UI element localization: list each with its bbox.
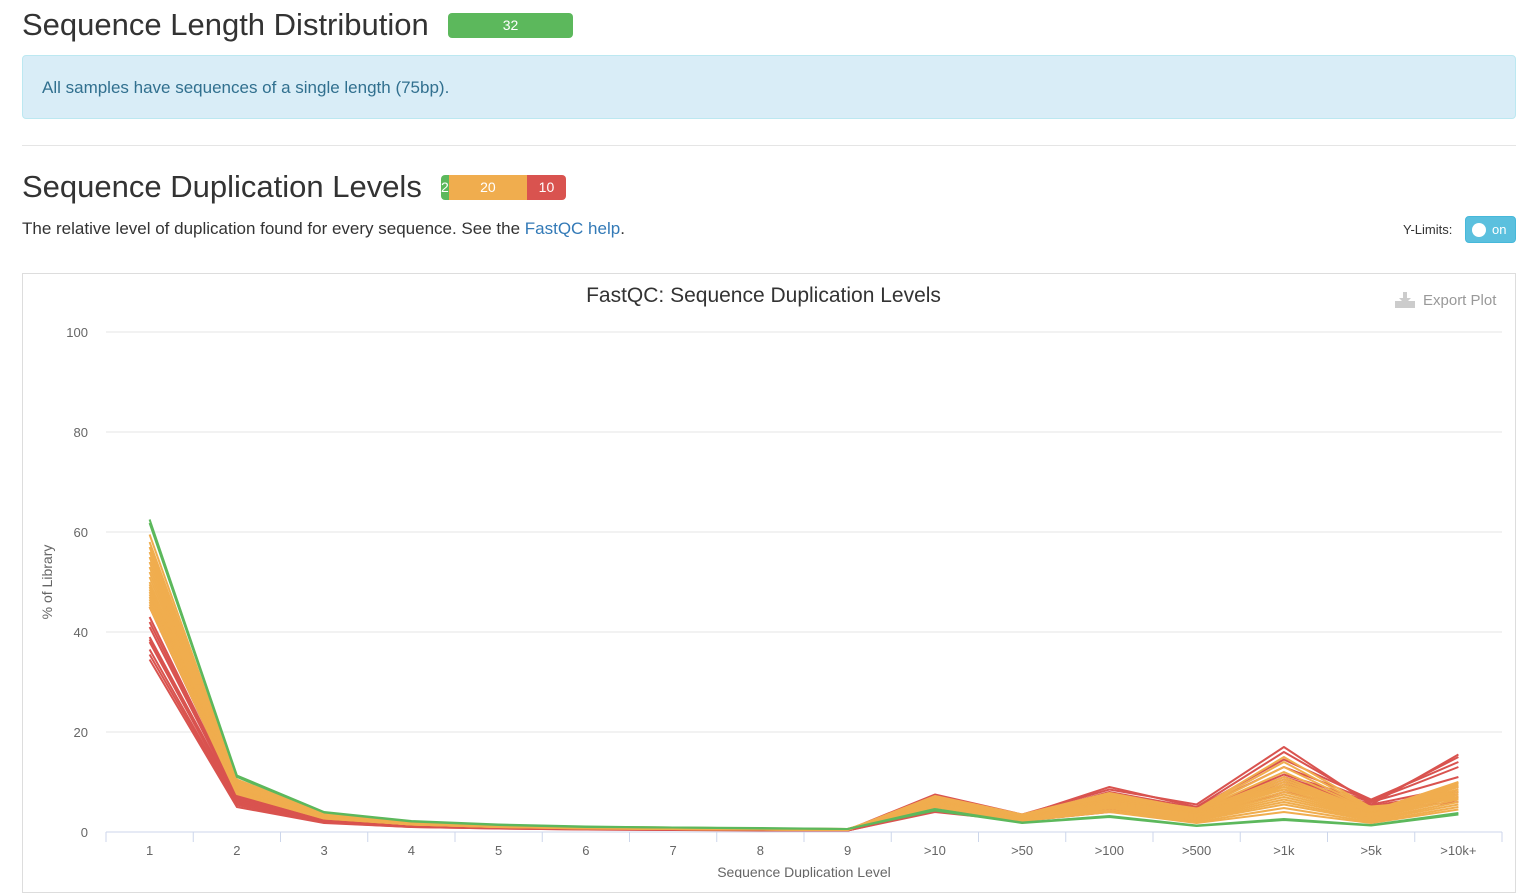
x-tick-label: 4 (408, 843, 415, 858)
x-tick-label: >100 (1095, 843, 1124, 858)
length-status-bar[interactable]: 32 (448, 13, 573, 38)
length-status-segment-0[interactable]: 32 (448, 13, 573, 38)
x-tick-label: 2 (233, 843, 240, 858)
series-line-fail-26 (148, 636, 1459, 831)
y-tick-label: 60 (74, 525, 88, 540)
y-tick-label: 40 (74, 625, 88, 640)
toggle-knob (1472, 222, 1486, 237)
section-title-duplication-levels: Sequence Duplication Levels (22, 169, 422, 204)
x-tick-label: >50 (1011, 843, 1033, 858)
fastqc-help-link[interactable]: FastQC help (524, 219, 621, 238)
ylimits-toggle[interactable]: on (1465, 216, 1516, 243)
x-tick-label: >10 (924, 843, 946, 858)
x-axis-title: Sequence Duplication Level (717, 864, 891, 878)
x-tick-label: 5 (495, 843, 502, 858)
y-tick-label: 80 (74, 425, 88, 440)
y-tick-label: 0 (81, 825, 88, 840)
x-tick-label: >1k (1273, 843, 1295, 858)
section-title-length-distribution: Sequence Length Distribution (22, 7, 429, 42)
x-tick-label: 7 (670, 843, 677, 858)
download-icon (1395, 292, 1415, 308)
dup-status-segment-2[interactable]: 10 (526, 175, 566, 200)
toggle-label: on (1492, 222, 1507, 237)
x-tick-label: >10k+ (1440, 843, 1476, 858)
x-tick-label: 6 (582, 843, 589, 858)
export-plot-button[interactable]: Export Plot (1394, 291, 1496, 309)
x-tick-label: 8 (757, 843, 764, 858)
x-tick-label: >500 (1182, 843, 1211, 858)
x-tick-label: 1 (146, 843, 153, 858)
section-divider (22, 145, 1516, 146)
length-info-alert: All samples have sequences of a single l… (22, 55, 1516, 119)
description-text: The relative level of duplication found … (22, 219, 525, 238)
export-plot-label: Export Plot (1423, 291, 1497, 309)
y-tick-label: 20 (74, 725, 88, 740)
y-tick-label: 100 (66, 325, 88, 340)
description-suffix: . (620, 219, 625, 238)
y-axis-title: % of Library (39, 545, 55, 620)
series-line-pass-1 (148, 522, 1459, 830)
duplication-status-bar[interactable]: 2 20 10 (441, 175, 566, 200)
x-tick-label: >5k (1360, 843, 1382, 858)
dup-status-segment-1[interactable]: 20 (448, 175, 527, 200)
section-description: The relative level of duplication found … (22, 219, 625, 239)
dup-status-segment-0[interactable]: 2 (441, 175, 449, 200)
x-tick-label: 9 (844, 843, 851, 858)
ylimits-label: Y-Limits: (1403, 222, 1453, 237)
x-tick-label: 3 (321, 843, 328, 858)
chart-title: FastQC: Sequence Duplication Levels (586, 284, 941, 307)
